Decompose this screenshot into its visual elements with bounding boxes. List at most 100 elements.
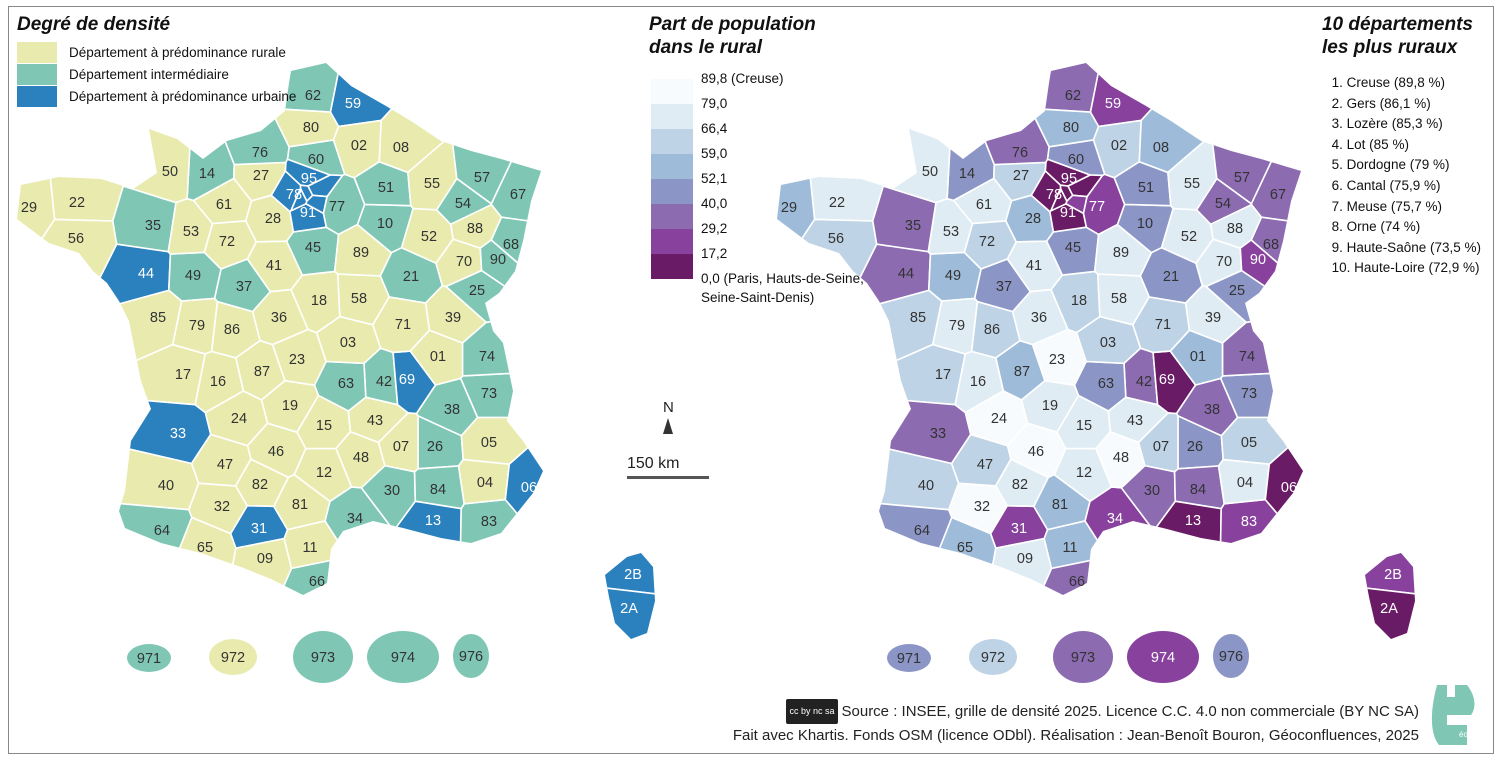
department-label: 84 <box>430 482 446 498</box>
scale-bar: 150 km <box>627 455 709 479</box>
department-09[interactable] <box>206 537 293 701</box>
top10-item: 5. Dordogne (79 %) <box>1331 157 1450 173</box>
department-label: 35 <box>145 218 161 234</box>
department-label: 28 <box>1025 211 1041 227</box>
department-2A[interactable] <box>472 580 701 701</box>
legend-label: Département à prédominance urbaine <box>69 88 297 104</box>
department-95[interactable] <box>284 158 333 187</box>
department-56[interactable] <box>8 218 118 400</box>
legend-break: 40,0 <box>701 196 728 211</box>
department-974[interactable] <box>1127 631 1199 683</box>
department-89[interactable] <box>1093 223 1153 277</box>
legend-break: 89,8 (Creuse) <box>701 71 784 86</box>
department-label: 2A <box>1380 601 1398 617</box>
department-label: 68 <box>1263 237 1279 253</box>
department-971[interactable] <box>127 644 171 672</box>
department-label: 29 <box>781 200 797 216</box>
ramp-step <box>651 79 693 104</box>
department-72[interactable] <box>203 220 258 270</box>
department-976[interactable] <box>1213 634 1249 678</box>
department-label: 976 <box>1219 649 1243 665</box>
department-05[interactable] <box>1220 416 1325 466</box>
department-972[interactable] <box>969 639 1017 675</box>
department-61[interactable] <box>192 177 253 225</box>
department-61[interactable] <box>952 177 1013 225</box>
department-label: 29 <box>21 200 37 216</box>
maps-canvas: 10 11 12 13 14 15 16 17 18 19 21 22 23 24 25 26 27 28 29 30… <box>8 41 1462 701</box>
department-label: 90 <box>1250 252 1266 268</box>
department-label: 86 <box>984 322 1000 338</box>
department-94[interactable] <box>1065 194 1088 215</box>
legend-item-intermediate: Département intermédiaire <box>17 63 296 85</box>
top10-item: 6. Cantal (75,9 %) <box>1331 177 1441 193</box>
department-972[interactable] <box>209 639 257 675</box>
department-label: 48 <box>1113 450 1129 466</box>
legend-break: 59,0 <box>701 146 728 161</box>
department-72[interactable] <box>963 220 1018 270</box>
department-label: 23 <box>1049 352 1065 368</box>
department-01[interactable] <box>1169 329 1224 386</box>
department-label: 78 <box>286 187 302 203</box>
department-label: 12 <box>1076 465 1092 481</box>
department-label: 19 <box>282 398 298 414</box>
department-label: 72 <box>979 234 995 250</box>
department-label: 51 <box>378 180 394 196</box>
legend-break: 0,0 (Paris, Hauts-de-Seine, <box>701 271 864 286</box>
department-87[interactable] <box>235 339 286 401</box>
department-973[interactable] <box>1053 631 1113 683</box>
department-label: 973 <box>1071 650 1095 666</box>
department-label: 43 <box>1127 413 1143 429</box>
department-09[interactable] <box>966 537 1053 701</box>
department-label: 57 <box>1234 170 1250 186</box>
department-label: 71 <box>395 317 411 333</box>
map-figure: 10 11 12 13 14 15 16 17 18 19 21 22 23 24 25 26 27 28 29 30… <box>8 6 1494 754</box>
department-973[interactable] <box>293 631 353 683</box>
department-06[interactable] <box>1264 358 1461 562</box>
department-62[interactable] <box>955 41 1106 113</box>
department-label: 56 <box>828 231 844 247</box>
department-label: 26 <box>1187 439 1203 455</box>
department-2A[interactable] <box>1232 580 1461 701</box>
department-74[interactable] <box>1221 312 1462 377</box>
top10-item: 1. Creuse (89,8 %) <box>1331 75 1445 90</box>
department-label: 04 <box>477 475 493 491</box>
department-label: 73 <box>1241 386 1257 402</box>
top10-item: 10. Haute-Loire (72,9 %) <box>1331 260 1480 276</box>
department-label: 19 <box>1042 398 1058 414</box>
department-label: 90 <box>490 252 506 268</box>
department-03[interactable] <box>1075 315 1142 365</box>
department-label: 65 <box>197 540 213 556</box>
department-label: 80 <box>1063 120 1079 136</box>
legend-item-urban: Département à prédominance urbaine <box>17 85 296 107</box>
department-label: 15 <box>1076 418 1092 434</box>
department-82[interactable] <box>994 458 1050 508</box>
department-976[interactable] <box>453 634 489 678</box>
department-07[interactable] <box>377 412 419 473</box>
department-82[interactable] <box>234 458 290 508</box>
department-label: 21 <box>1163 269 1179 285</box>
department-974[interactable] <box>367 631 439 683</box>
department-971[interactable] <box>887 644 931 672</box>
department-label: 13 <box>1185 513 1201 529</box>
department-07[interactable] <box>1137 412 1179 473</box>
department-label: 43 <box>367 413 383 429</box>
department-95[interactable] <box>1044 158 1093 187</box>
department-label: 83 <box>1241 514 1257 530</box>
svg-text:éo: éo <box>1459 730 1468 739</box>
department-94[interactable] <box>305 194 328 215</box>
department-05[interactable] <box>460 416 565 466</box>
department-01[interactable] <box>409 329 464 386</box>
department-label: 34 <box>347 511 363 527</box>
department-label: 14 <box>959 166 975 182</box>
department-label: 05 <box>481 435 497 451</box>
department-76[interactable] <box>948 41 1050 166</box>
department-87[interactable] <box>995 339 1046 401</box>
legend-swatch <box>17 41 57 63</box>
department-label: 11 <box>1062 540 1077 556</box>
department-56[interactable] <box>761 218 878 400</box>
department-03[interactable] <box>315 315 382 365</box>
department-label: 02 <box>351 138 367 154</box>
department-89[interactable] <box>333 223 393 277</box>
department-74[interactable] <box>461 312 702 377</box>
department-label: 09 <box>1017 551 1033 567</box>
